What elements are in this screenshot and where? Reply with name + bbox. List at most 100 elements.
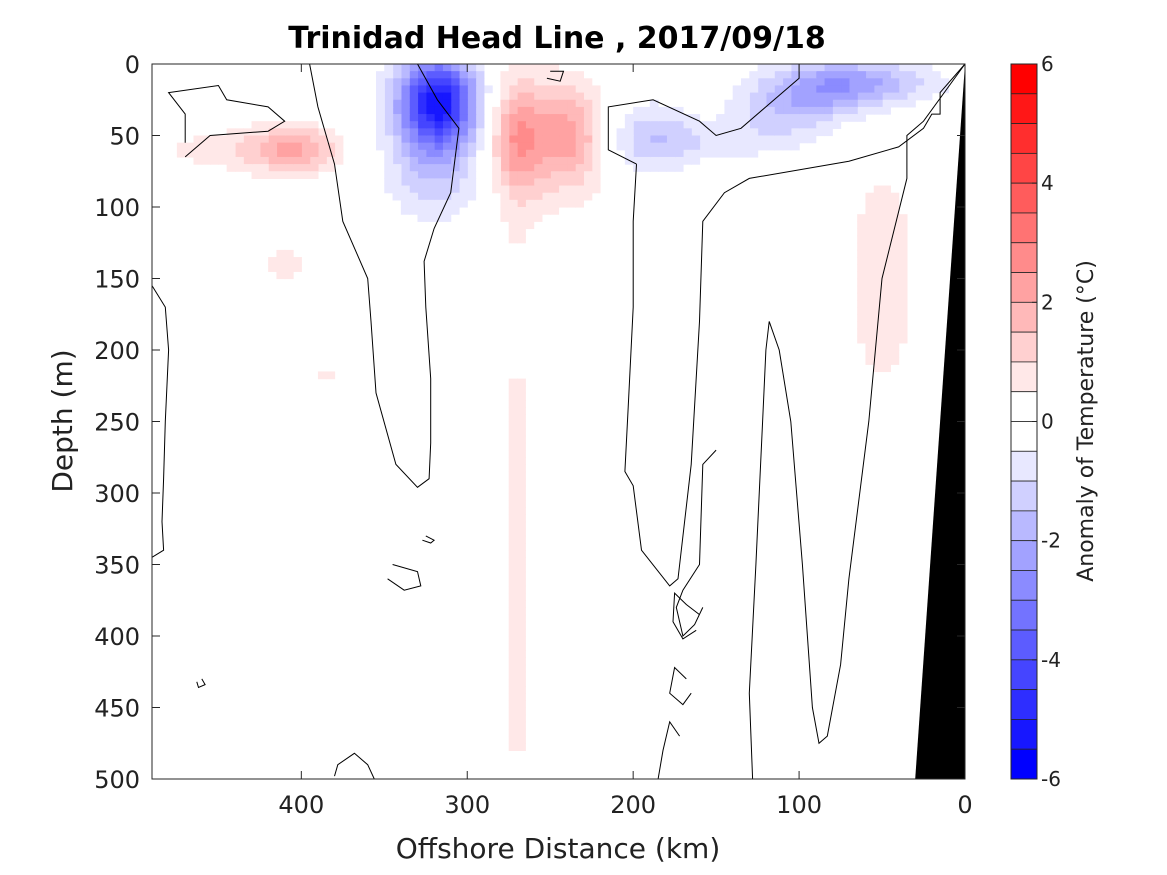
- anomaly-cell: [425, 78, 435, 87]
- anomaly-cell: [508, 621, 518, 630]
- anomaly-cell: [533, 71, 543, 79]
- anomaly-cell: [508, 192, 518, 201]
- anomaly-cell: [765, 135, 775, 144]
- anomaly-cell: [815, 71, 825, 79]
- anomaly-cell: [268, 264, 278, 272]
- anomaly-cell: [276, 142, 286, 151]
- anomaly-cell: [384, 71, 394, 79]
- anomaly-cell: [591, 128, 601, 137]
- anomaly-cell: [392, 149, 402, 158]
- anomaly-cell: [558, 199, 568, 208]
- anomaly-cell: [417, 121, 427, 129]
- anomaly-cell: [467, 164, 477, 172]
- anomaly-cell: [508, 535, 518, 544]
- anomaly-cell: [500, 156, 510, 165]
- anomaly-cell: [442, 164, 452, 172]
- anomaly-cell: [425, 135, 435, 144]
- anomaly-cell: [458, 171, 468, 179]
- zero-contour-line: [546, 70, 565, 82]
- anomaly-cell: [517, 543, 526, 551]
- anomaly-cell: [633, 156, 643, 165]
- colorbar-tick-label: 2: [1041, 290, 1054, 314]
- anomaly-cell: [450, 99, 460, 108]
- anomaly-cell: [334, 142, 344, 151]
- anomaly-cell: [541, 71, 551, 79]
- anomaly-cell: [882, 106, 891, 115]
- anomaly-cell: [857, 292, 867, 301]
- anomaly-cell: [666, 106, 676, 115]
- anomaly-cell: [384, 106, 394, 115]
- anomaly-cell: [890, 299, 900, 308]
- anomaly-cell: [517, 636, 526, 644]
- anomaly-cell: [666, 156, 676, 165]
- anomaly-cell: [882, 278, 891, 287]
- anomaly-cell: [517, 614, 526, 623]
- anomaly-cell: [566, 149, 576, 158]
- anomaly-cell: [508, 743, 518, 751]
- anomaly-cell: [268, 142, 278, 151]
- anomaly-cell: [898, 214, 908, 222]
- anomaly-cell: [234, 156, 244, 165]
- anomaly-cell: [517, 378, 526, 387]
- anomaly-cell: [649, 164, 659, 172]
- anomaly-cell: [409, 149, 419, 158]
- anomaly-cell: [317, 149, 327, 158]
- anomaly-cell: [890, 78, 900, 87]
- anomaly-cell: [550, 128, 560, 137]
- anomaly-cell: [226, 164, 236, 172]
- anomaly-cell: [865, 350, 875, 358]
- anomaly-cell: [517, 400, 526, 408]
- zero-contour-line: [672, 591, 700, 640]
- anomaly-cell: [508, 235, 518, 244]
- anomaly-cell: [923, 92, 933, 101]
- anomaly-cell: [649, 114, 659, 122]
- anomaly-cell: [815, 106, 825, 115]
- anomaly-cell: [732, 85, 742, 94]
- anomaly-cell: [699, 149, 709, 158]
- anomaly-cell: [458, 92, 468, 101]
- anomaly-cell: [525, 85, 535, 94]
- anomaly-cell: [583, 106, 593, 115]
- anomaly-cell: [857, 249, 867, 258]
- anomaly-cell: [508, 221, 518, 230]
- anomaly-cell: [384, 114, 394, 122]
- anomaly-cell: [591, 164, 601, 172]
- y-tick-label: 100: [94, 194, 140, 222]
- anomaly-cell: [890, 264, 900, 272]
- anomaly-cell: [807, 92, 817, 101]
- anomaly-cell: [508, 657, 518, 666]
- anomaly-cell: [898, 335, 908, 344]
- anomaly-cell: [226, 135, 236, 144]
- anomaly-cell: [409, 78, 419, 87]
- anomaly-cell: [492, 164, 502, 172]
- anomaly-cell: [517, 485, 526, 494]
- anomaly-cell: [317, 135, 327, 144]
- anomaly-cell: [691, 142, 701, 151]
- anomaly-cell: [741, 114, 750, 122]
- anomaly-cell: [417, 71, 427, 79]
- anomaly-cell: [865, 199, 875, 208]
- anomaly-cell: [425, 164, 435, 172]
- anomaly-cell: [458, 178, 468, 187]
- anomaly-cell: [293, 135, 302, 144]
- anomaly-cell: [749, 99, 759, 108]
- anomaly-cell: [566, 71, 576, 79]
- anomaly-cell: [583, 178, 593, 187]
- anomaly-cell: [915, 78, 925, 87]
- anomaly-cell: [575, 92, 584, 101]
- anomaly-cell: [517, 721, 526, 730]
- anomaly-cell: [500, 185, 510, 194]
- anomaly-cell: [500, 171, 510, 179]
- anomaly-cell: [765, 85, 775, 94]
- anomaly-cell: [882, 357, 891, 365]
- anomaly-cell: [400, 142, 410, 151]
- anomaly-cell: [417, 192, 427, 201]
- anomaly-cell: [467, 106, 477, 115]
- anomaly-cell: [375, 78, 385, 87]
- anomaly-cell: [284, 249, 294, 258]
- anomaly-cell: [774, 106, 784, 115]
- anomaly-cell: [517, 128, 526, 137]
- anomaly-cell: [873, 364, 883, 373]
- anomaly-cell: [400, 171, 410, 179]
